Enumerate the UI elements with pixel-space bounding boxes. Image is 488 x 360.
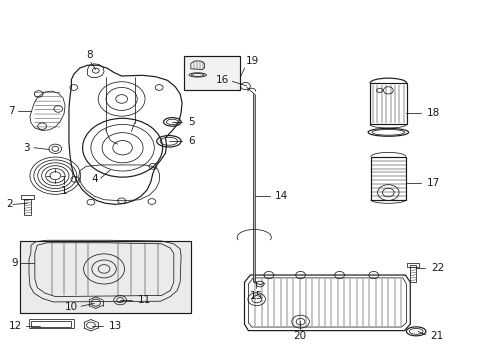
Text: 10: 10 bbox=[64, 302, 78, 312]
Text: 2: 2 bbox=[6, 199, 13, 210]
Text: 22: 22 bbox=[430, 263, 443, 273]
Text: 19: 19 bbox=[245, 56, 258, 66]
Text: 21: 21 bbox=[429, 331, 442, 341]
Text: 6: 6 bbox=[187, 136, 194, 146]
Bar bbox=[409, 265, 415, 282]
Bar bbox=[24, 199, 31, 215]
Text: 4: 4 bbox=[91, 174, 98, 184]
Text: 16: 16 bbox=[215, 75, 228, 85]
Text: 8: 8 bbox=[86, 50, 93, 60]
Bar bbox=[20, 241, 190, 313]
Text: 3: 3 bbox=[23, 143, 30, 153]
Text: 1: 1 bbox=[61, 186, 67, 197]
Bar bbox=[21, 195, 34, 199]
Text: 20: 20 bbox=[292, 331, 305, 341]
Bar bbox=[370, 157, 405, 200]
Text: 17: 17 bbox=[426, 178, 439, 188]
Text: 18: 18 bbox=[426, 108, 439, 118]
Text: 13: 13 bbox=[109, 321, 122, 331]
Text: 9: 9 bbox=[11, 258, 18, 268]
Text: 12: 12 bbox=[9, 321, 22, 331]
Bar bbox=[407, 263, 418, 267]
Text: 11: 11 bbox=[138, 295, 151, 305]
Bar bbox=[31, 321, 71, 327]
Text: 15: 15 bbox=[249, 291, 262, 301]
Bar bbox=[183, 56, 239, 90]
Text: 14: 14 bbox=[274, 191, 287, 201]
Text: 5: 5 bbox=[187, 117, 194, 127]
Text: 7: 7 bbox=[8, 106, 14, 116]
Bar bbox=[29, 319, 74, 328]
Bar bbox=[369, 83, 406, 125]
